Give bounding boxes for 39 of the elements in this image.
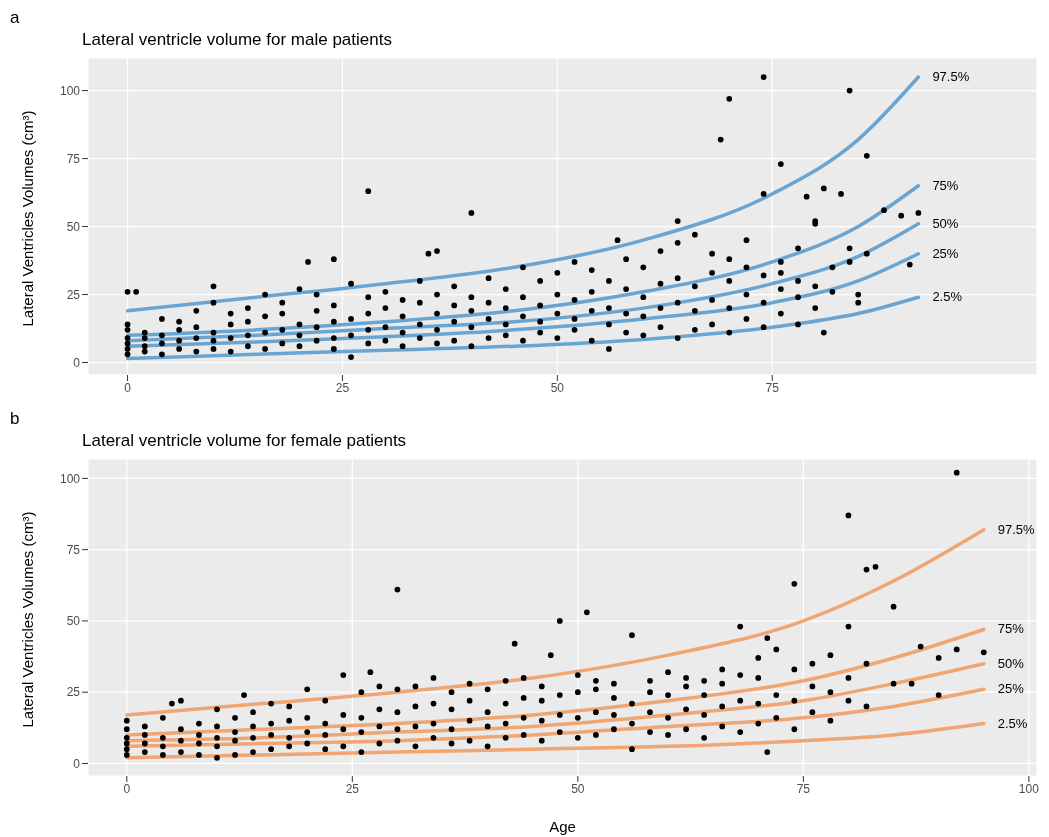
y-tick-label: 100 xyxy=(59,471,81,486)
series-label: 75% xyxy=(997,621,1025,637)
chart-title: Lateral ventricle volume for male patients xyxy=(82,30,393,51)
line-series xyxy=(125,721,986,760)
series-label: 2.5% xyxy=(997,715,1028,731)
y-axis-title: Lateral Ventricles Volumes (cm³) xyxy=(19,110,37,327)
y-tick-label: 25 xyxy=(66,287,81,302)
text: a xyxy=(10,8,21,29)
x-tick-label: 0 xyxy=(124,380,132,395)
chart-title: Lateral ventricle volume for female patients xyxy=(82,431,408,452)
text: b xyxy=(10,409,21,430)
y-tick-label: 0 xyxy=(73,756,81,771)
x-tick-label: 25 xyxy=(335,380,350,395)
y-axis-title: Lateral Ventricles Volumes (cm³) xyxy=(19,511,37,728)
series-label: 97.5% xyxy=(932,69,970,85)
series-label: 25% xyxy=(997,681,1025,697)
x-tick-label: 25 xyxy=(345,781,360,796)
series-label: 50% xyxy=(997,655,1025,671)
series-label: 97.5% xyxy=(997,521,1036,537)
y-tick-label: 50 xyxy=(66,614,81,629)
y-tick-label: 0 xyxy=(73,355,81,370)
y-tick-label: 100 xyxy=(59,83,81,98)
x-axis-title: Age xyxy=(549,818,576,835)
y-tick-label: 75 xyxy=(66,151,81,166)
line-series xyxy=(125,75,921,313)
series-label: 75% xyxy=(932,177,959,193)
series-label: 25% xyxy=(932,245,959,261)
y-tick-label: 75 xyxy=(66,542,81,557)
x-tick-label: 100 xyxy=(1018,781,1040,796)
x-tick-label: 75 xyxy=(796,781,811,796)
line-series xyxy=(125,295,921,361)
series-label: 50% xyxy=(932,215,959,231)
x-tick-label: 50 xyxy=(571,781,585,796)
x-tick-label: 50 xyxy=(550,380,565,395)
y-tick-label: 50 xyxy=(66,219,81,234)
x-tick-label: 0 xyxy=(123,781,131,796)
y-tick-label: 25 xyxy=(66,685,81,700)
x-tick-label: 75 xyxy=(765,380,780,395)
series-label: 2.5% xyxy=(932,289,963,305)
